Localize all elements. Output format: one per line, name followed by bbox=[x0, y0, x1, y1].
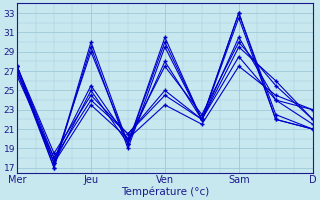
X-axis label: Température (°c): Température (°c) bbox=[121, 186, 209, 197]
